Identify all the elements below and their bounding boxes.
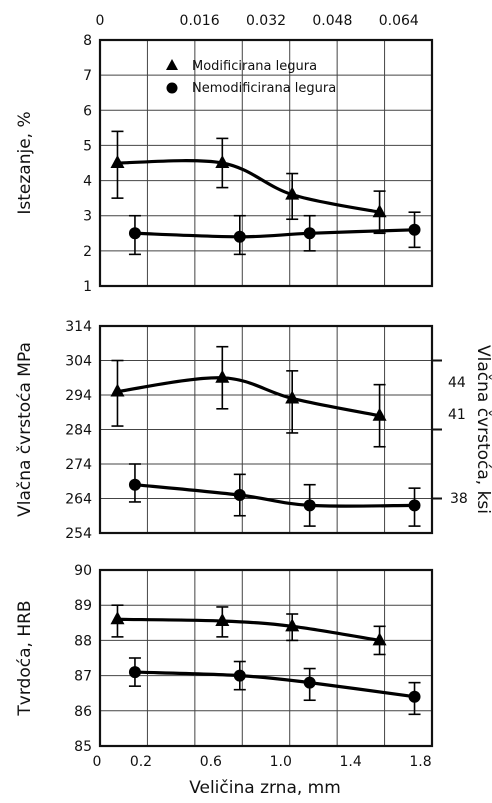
data-point-circle — [303, 676, 316, 689]
y-tick-label: 264 — [65, 492, 92, 508]
data-point-triangle — [215, 155, 230, 168]
data-point-triangle — [110, 155, 125, 168]
data-point-circle — [128, 227, 141, 240]
series-line-modificirana — [115, 159, 382, 214]
data-point-triangle — [285, 186, 300, 200]
y-axis-label: Vlačna čvrstoća MPa — [15, 342, 35, 517]
x-tick-label: 0 — [93, 754, 102, 770]
x-tick-label: 0.6 — [200, 754, 222, 770]
top-axis-tick-label: 0.016 — [180, 13, 220, 29]
y-tick-label: 8 — [83, 33, 92, 49]
y-tick-label: 1 — [83, 279, 92, 295]
data-point-circle — [303, 227, 316, 240]
data-point-triangle — [215, 613, 230, 627]
x-tick-label: 1.8 — [409, 754, 431, 770]
plot-frame — [98, 568, 434, 748]
data-point-circle — [128, 478, 141, 491]
data-point-triangle — [372, 632, 387, 646]
series-line-modificirana — [115, 617, 382, 642]
y-tick-label: 284 — [65, 423, 92, 439]
y-tick-label: 254 — [65, 526, 92, 542]
data-point-circle — [233, 669, 246, 682]
data-point-triangle — [372, 204, 387, 218]
panel-2 — [98, 324, 442, 535]
y-tick-label: 89 — [74, 598, 92, 614]
right-axis-tick-label: 41 — [448, 407, 466, 423]
panel-1 — [98, 38, 434, 288]
data-point-triangle — [285, 618, 300, 632]
y-tick-label: 88 — [74, 633, 92, 649]
panel-3 — [98, 568, 434, 748]
right-axis-tick-label: 38 — [450, 491, 468, 507]
y-tick-label: 90 — [74, 563, 92, 579]
series-line-modificirana — [115, 376, 382, 418]
data-point-triangle — [372, 407, 387, 421]
data-point-circle — [128, 666, 141, 679]
y-tick-label: 4 — [83, 174, 92, 190]
series-line-nemodificirana — [133, 228, 417, 239]
series-line-nemodificirana — [133, 483, 417, 508]
top-axis-tick-label: 0.032 — [246, 13, 286, 29]
y-tick-label: 3 — [83, 209, 92, 225]
x-axis-label: Veličina zrna, mm — [189, 778, 341, 798]
data-point-triangle — [110, 383, 125, 397]
y-tick-label: 314 — [65, 319, 92, 335]
legend-marker-triangle — [166, 59, 178, 70]
data-point-triangle — [215, 369, 230, 383]
legend-label-modificirana: Modificirana legura — [192, 59, 317, 74]
data-point-circle — [233, 489, 246, 502]
data-point-circle — [233, 230, 246, 243]
y-tick-label: 274 — [65, 457, 92, 473]
data-point-triangle — [110, 611, 125, 625]
y-tick-label: 294 — [65, 388, 92, 404]
right-axis-label: Vlačna čvrstoća, ksi — [473, 345, 492, 514]
right-axis-tick-label: 44 — [448, 375, 466, 391]
data-point-circle — [408, 690, 421, 703]
y-tick-label: 87 — [74, 669, 92, 685]
data-point-circle — [303, 499, 316, 512]
y-tick-label: 7 — [83, 68, 92, 84]
x-tick-label: 1.4 — [339, 754, 361, 770]
y-tick-label: 5 — [83, 138, 92, 154]
y-tick-label: 6 — [83, 103, 92, 119]
data-point-triangle — [285, 390, 300, 404]
y-tick-label: 2 — [83, 244, 92, 260]
y-tick-label: 86 — [74, 704, 92, 720]
top-axis-tick-label: 0 — [96, 13, 105, 29]
legend-marker-circle — [166, 82, 178, 94]
data-point-circle — [408, 499, 421, 512]
x-tick-label: 0.2 — [130, 754, 152, 770]
series-line-nemodificirana — [133, 670, 417, 699]
top-axis-tick-label: 0.064 — [379, 13, 419, 29]
y-tick-label: 85 — [74, 739, 92, 755]
x-tick-label: 1.0 — [270, 754, 292, 770]
y-axis-label: Istezanje, % — [15, 111, 35, 214]
top-axis-tick-label: 0.048 — [312, 13, 352, 29]
y-tick-label: 304 — [65, 354, 92, 370]
legend-label-nemodificirana: Nemodificirana legura — [192, 81, 336, 96]
plot-frame — [98, 38, 434, 288]
data-point-circle — [408, 223, 421, 236]
y-axis-label: Tvrdoća, HRB — [15, 600, 35, 716]
